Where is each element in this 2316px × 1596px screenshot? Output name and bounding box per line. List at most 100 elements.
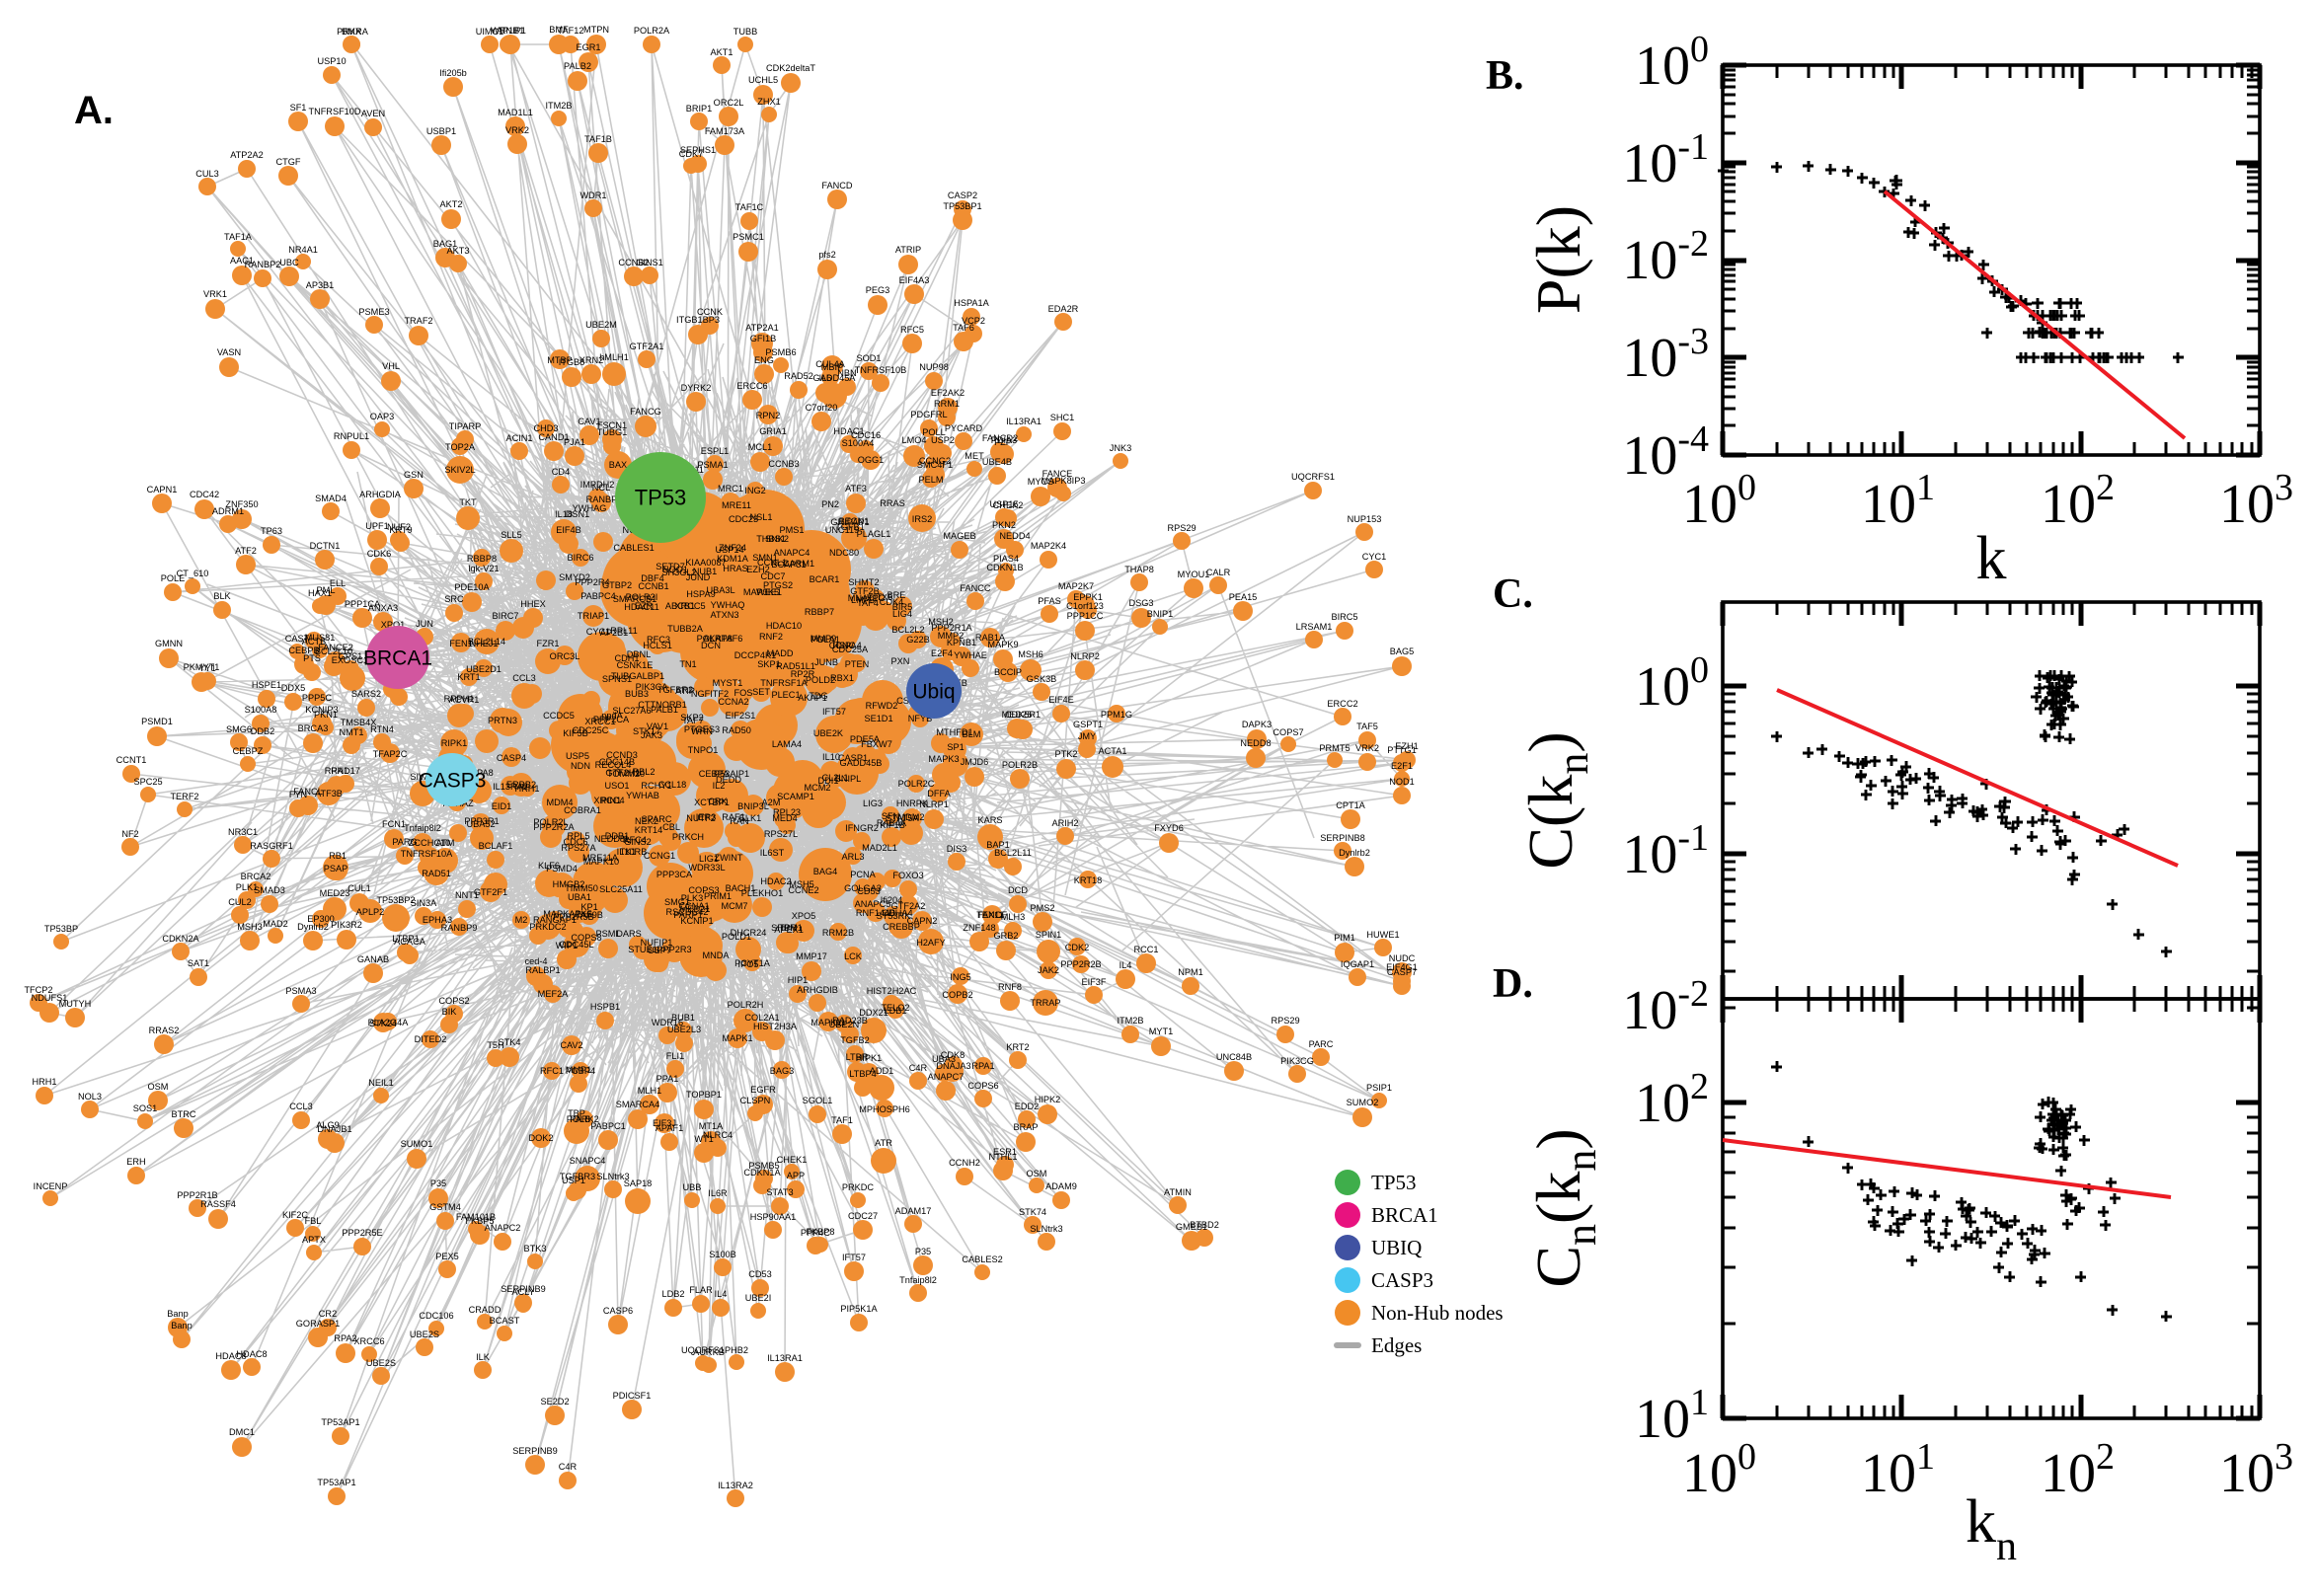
svg-text:RNF8: RNF8 [998, 982, 1022, 992]
svg-text:USP5: USP5 [566, 751, 589, 761]
svg-text:FBXW7: FBXW7 [861, 739, 892, 749]
svg-text:HSPA4: HSPA4 [832, 641, 861, 650]
svg-text:CREBBP: CREBBP [883, 922, 920, 932]
svg-text:BMX: BMX [342, 27, 361, 37]
svg-text:MAPK1: MAPK1 [722, 1033, 752, 1043]
svg-text:CEBPB: CEBPB [288, 646, 319, 655]
svg-text:SCAMP1: SCAMP1 [777, 792, 814, 801]
svg-text:THAP8: THAP8 [1124, 565, 1154, 574]
svg-text:RAD52: RAD52 [784, 371, 813, 381]
svg-text:TUBB: TUBB [733, 27, 758, 37]
svg-text:POLR2A: POLR2A [634, 26, 670, 36]
svg-text:DCCP4K1: DCCP4K1 [734, 650, 776, 660]
svg-text:BTRC: BTRC [171, 1109, 195, 1119]
svg-text:PIK3CG: PIK3CG [1280, 1056, 1314, 1066]
svg-text:HSPE1: HSPE1 [252, 680, 281, 690]
svg-text:ADD1: ADD1 [870, 1066, 894, 1076]
svg-text:H2AFY: H2AFY [916, 938, 946, 948]
svg-text:ACTA1: ACTA1 [1099, 746, 1127, 756]
svg-text:CRADD: CRADD [469, 1305, 502, 1315]
svg-text:NLRP1: NLRP1 [919, 799, 949, 809]
svg-text:RANBP2: RANBP2 [245, 260, 281, 269]
svg-text:MAP2K4: MAP2K4 [1031, 541, 1066, 551]
svg-text:KLF6: KLF6 [538, 861, 560, 871]
svg-text:TRRAP: TRRAP [1030, 998, 1060, 1008]
svg-text:ERCC6: ERCC6 [736, 381, 767, 391]
svg-text:ORC2L: ORC2L [714, 98, 744, 108]
svg-text:RPL11: RPL11 [610, 626, 637, 636]
svg-text:RPL5: RPL5 [568, 831, 590, 841]
svg-text:TDG: TDG [809, 691, 827, 701]
svg-text:ILK: ILK [476, 1352, 491, 1362]
svg-text:HCLS1: HCLS1 [643, 641, 672, 650]
svg-text:ANXA3: ANXA3 [368, 603, 398, 613]
svg-text:PSMC1: PSMC1 [733, 232, 764, 242]
svg-text:E2F1: E2F1 [1391, 761, 1413, 771]
svg-text:ERH: ERH [126, 1157, 145, 1167]
svg-text:RPS27A: RPS27A [561, 843, 596, 853]
svg-text:DNAJA3: DNAJA3 [936, 1061, 970, 1071]
svg-text:FOS: FOS [734, 688, 753, 698]
svg-text:XPC: XPC [867, 593, 886, 603]
svg-text:BECN1: BECN1 [839, 516, 870, 526]
svg-text:PEA15: PEA15 [1229, 592, 1258, 602]
svg-text:RRAS2: RRAS2 [149, 1026, 180, 1035]
svg-text:TUBGALBP1: TUBGALBP1 [611, 671, 664, 681]
svg-text:CDC42: CDC42 [190, 490, 219, 499]
svg-text:HRH1: HRH1 [514, 784, 539, 794]
svg-text:IER3: IER3 [696, 812, 716, 822]
svg-text:SRC: SRC [444, 594, 464, 604]
svg-text:SNAPC4: SNAPC4 [570, 1156, 606, 1166]
svg-text:SMG1: SMG1 [664, 897, 690, 907]
svg-text:NUP153: NUP153 [1348, 514, 1382, 524]
svg-text:EZR: EZR [635, 601, 654, 611]
svg-text:MTHFD1: MTHFD1 [936, 727, 972, 737]
svg-text:SEPHS1: SEPHS1 [680, 145, 716, 155]
svg-text:KPNB1: KPNB1 [947, 638, 976, 647]
svg-text:CDK2deltaT: CDK2deltaT [766, 63, 815, 73]
svg-text:S100A8: S100A8 [245, 705, 277, 715]
svg-text:RPN2: RPN2 [756, 411, 781, 420]
svg-text:SIVA1: SIVA1 [410, 772, 434, 782]
svg-text:PPM1G: PPM1G [1101, 710, 1132, 720]
svg-text:PIM1: PIM1 [1334, 933, 1354, 943]
svg-text:ADRM1: ADRM1 [212, 506, 244, 516]
svg-text:PCNA: PCNA [850, 870, 876, 879]
svg-text:TNFRSF10D: TNFRSF10D [308, 107, 360, 116]
svg-text:GSTM4: GSTM4 [429, 1202, 461, 1212]
svg-text:TEX11: TEX11 [976, 910, 1003, 920]
svg-text:YWHAE: YWHAE [954, 650, 987, 660]
svg-text:FCN1: FCN1 [382, 819, 406, 829]
svg-text:PSMB6: PSMB6 [765, 347, 796, 357]
svg-text:TAF7: TAF7 [682, 716, 704, 725]
svg-text:CSNK1E: CSNK1E [617, 660, 654, 670]
svg-text:CBL: CBL [662, 822, 680, 832]
svg-text:TAF1C: TAF1C [735, 202, 764, 212]
svg-text:CDH1: CDH1 [614, 653, 639, 663]
svg-text:NDUFS1: NDUFS1 [32, 993, 68, 1003]
svg-text:CUL3: CUL3 [195, 169, 219, 179]
svg-text:USP2: USP2 [931, 435, 955, 445]
svg-text:FXYD6: FXYD6 [1154, 823, 1184, 833]
svg-text:CHEK1: CHEK1 [777, 1155, 808, 1165]
svg-text:SMN1: SMN1 [752, 553, 778, 563]
svg-text:NR4A1: NR4A1 [288, 245, 318, 255]
svg-text:SHBM1: SHBM1 [771, 923, 803, 933]
svg-text:DDX5: DDX5 [281, 683, 306, 693]
svg-text:ATF3: ATF3 [845, 484, 867, 494]
svg-text:USO1: USO1 [604, 781, 629, 791]
svg-text:102: 102 [2041, 1436, 2115, 1504]
svg-text:SETD7: SETD7 [656, 562, 685, 571]
svg-text:GMNN: GMNN [155, 639, 183, 648]
svg-text:BRCA2: BRCA2 [241, 872, 271, 881]
svg-text:A2M: A2M [762, 798, 781, 807]
svg-text:CDC106: CDC106 [419, 1311, 453, 1321]
svg-text:CCNG1: CCNG1 [644, 851, 675, 861]
svg-text:CUL1: CUL1 [347, 883, 371, 893]
svg-text:SE1D1: SE1D1 [864, 714, 892, 723]
svg-text:BCLAF1: BCLAF1 [479, 841, 513, 851]
svg-text:SKP2: SKP2 [680, 713, 704, 722]
svg-text:C4R: C4R [559, 1462, 578, 1472]
svg-text:FKBP8: FKBP8 [806, 1227, 834, 1237]
svg-text:RPS29: RPS29 [1167, 523, 1196, 533]
